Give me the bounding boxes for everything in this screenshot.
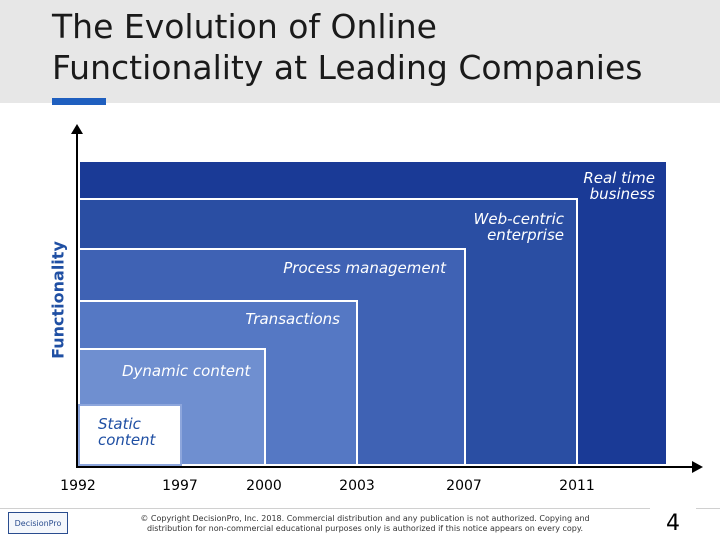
stage-box-static-content: [78, 404, 182, 466]
stage-label-transactions: Transactions: [245, 310, 340, 328]
year-tick-2007: 2007: [446, 478, 482, 494]
y-axis-arrow-icon: [71, 124, 83, 134]
x-axis-arrow-icon: [692, 461, 703, 473]
decisionpro-logo: DecisionPro: [8, 512, 68, 534]
page-number: 4: [650, 508, 696, 538]
logo-text: DecisionPro: [14, 518, 62, 528]
title-accent-bar: [52, 98, 106, 105]
copyright-notice: © Copyright DecisionPro, Inc. 2018. Comm…: [140, 514, 590, 533]
footer-divider: [0, 508, 720, 509]
page-title: The Evolution of Online Functionality at…: [52, 7, 643, 87]
year-tick-1997: 1997: [162, 478, 198, 494]
title-band: [0, 0, 720, 103]
y-axis-label: Functionality: [48, 241, 68, 359]
stage-label-real-time-business: Real time business: [583, 169, 655, 203]
year-tick-1992: 1992: [60, 478, 96, 494]
year-tick-2011: 2011: [559, 478, 595, 494]
stage-label-web-centric-enterprise: Web-centric enterprise: [473, 210, 564, 244]
year-tick-2000: 2000: [246, 478, 282, 494]
year-tick-2003: 2003: [339, 478, 375, 494]
y-axis: [76, 128, 78, 468]
x-axis: [76, 466, 694, 468]
stage-label-process-management: Process management: [283, 259, 446, 277]
stage-label-static-content: Static content: [98, 415, 156, 449]
stage-label-dynamic-content: Dynamic content: [122, 362, 251, 380]
